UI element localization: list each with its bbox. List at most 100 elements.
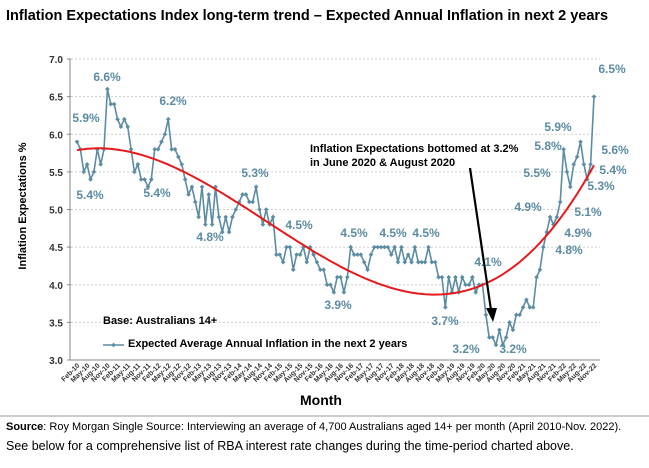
data-point xyxy=(206,192,212,197)
data-point xyxy=(432,259,438,265)
annotation-arrow xyxy=(468,167,493,311)
data-point xyxy=(358,252,364,257)
data-point xyxy=(405,252,411,257)
data-point xyxy=(162,131,168,137)
data-point xyxy=(240,192,245,197)
data-point xyxy=(412,244,418,250)
data-point xyxy=(314,259,320,265)
data-point xyxy=(415,259,421,265)
data-point xyxy=(351,252,357,257)
data-point xyxy=(439,274,445,280)
data-point xyxy=(247,199,252,205)
data-point xyxy=(223,214,228,220)
data-point xyxy=(257,207,262,212)
data-point xyxy=(375,244,381,250)
data-point xyxy=(149,177,154,182)
data-point xyxy=(564,169,570,175)
data-point xyxy=(189,184,195,190)
data-label: 4.8% xyxy=(196,230,224,244)
data-point xyxy=(568,184,573,190)
legend-entry-label: Expected Average Annual Inflation in the… xyxy=(128,338,408,350)
data-label: 5.4% xyxy=(76,188,104,202)
data-label: 4.1% xyxy=(474,255,502,269)
annotation-arrowhead xyxy=(486,308,497,322)
data-label: 4.8% xyxy=(555,243,583,257)
y-tick-label: 3.0 xyxy=(49,356,63,367)
data-point xyxy=(287,244,293,250)
data-point xyxy=(324,282,330,288)
data-point xyxy=(105,86,110,92)
data-point xyxy=(574,154,580,160)
data-label: 4.5% xyxy=(285,218,313,232)
data-label: 6.6% xyxy=(93,70,121,84)
data-point xyxy=(409,259,414,265)
data-point xyxy=(578,139,583,145)
y-tick-label: 3.5 xyxy=(49,318,63,329)
data-point xyxy=(541,244,546,250)
data-point xyxy=(503,335,509,340)
data-point xyxy=(125,124,130,130)
data-point xyxy=(138,177,144,182)
data-point xyxy=(270,214,276,220)
data-point xyxy=(165,116,171,122)
data-point xyxy=(453,274,458,280)
data-point xyxy=(513,312,519,318)
data-label: 5.8% xyxy=(534,139,562,153)
data-point xyxy=(145,184,151,190)
data-point xyxy=(128,147,134,152)
data-point xyxy=(459,274,465,280)
data-point xyxy=(361,259,367,265)
data-point xyxy=(274,252,279,257)
data-point xyxy=(355,252,360,257)
data-point xyxy=(263,207,269,212)
data-point xyxy=(436,274,441,280)
data-point xyxy=(294,252,299,257)
data-point xyxy=(490,335,495,340)
data-point xyxy=(135,162,141,167)
data-point xyxy=(446,274,451,280)
data-point xyxy=(328,282,333,288)
data-point xyxy=(216,214,222,220)
data-point xyxy=(243,192,249,197)
data-point xyxy=(280,259,286,265)
data-point xyxy=(378,244,384,250)
data-label: 4.9% xyxy=(514,200,542,214)
data-label: 6.2% xyxy=(159,94,187,108)
data-label: 5.3% xyxy=(587,179,615,193)
data-point xyxy=(297,252,303,257)
data-point xyxy=(402,259,408,265)
data-point xyxy=(111,101,117,107)
data-point xyxy=(118,124,124,130)
data-point xyxy=(334,274,340,280)
annotation-line-1: Inflation Expectations bottomed at 3.2% xyxy=(310,143,519,155)
data-point xyxy=(486,335,492,340)
series-line xyxy=(76,88,595,348)
data-label: 3.7% xyxy=(431,314,459,328)
data-point xyxy=(368,252,374,257)
data-label: 5.4% xyxy=(599,163,627,177)
data-point xyxy=(449,289,455,295)
data-label: 5.9% xyxy=(544,120,572,134)
y-tick-label: 6.5 xyxy=(49,93,63,104)
data-point xyxy=(365,267,370,272)
annotation-line-2: in June 2020 & August 2020 xyxy=(310,157,456,169)
data-point xyxy=(203,222,208,227)
data-point xyxy=(321,267,326,272)
data-point xyxy=(493,342,499,348)
data-point xyxy=(284,244,289,250)
annotation-text: Inflation Expectations bottomed at 3.2% … xyxy=(310,142,518,170)
data-label: 6.5% xyxy=(598,62,626,76)
data-point xyxy=(524,297,529,303)
data-point xyxy=(399,244,404,250)
data-point xyxy=(463,282,468,288)
data-point xyxy=(192,199,198,205)
data-point xyxy=(527,305,533,310)
data-label: 4.5% xyxy=(379,226,407,240)
data-point xyxy=(250,199,256,205)
data-point xyxy=(317,267,323,272)
data-point xyxy=(233,207,239,212)
data-point xyxy=(230,214,235,220)
data-point xyxy=(372,244,377,250)
source-text: Source: Roy Morgan Single Source: Interv… xyxy=(6,421,621,433)
